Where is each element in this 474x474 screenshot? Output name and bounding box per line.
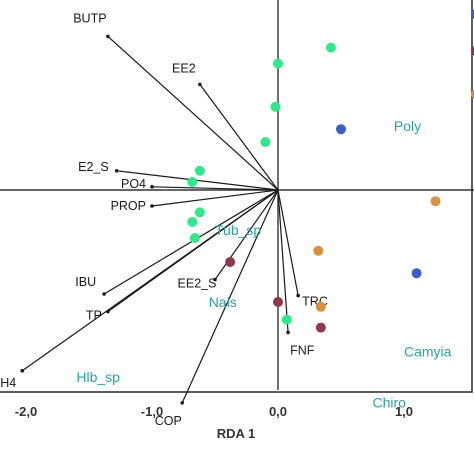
species-label-hlb-sp: Hlb_sp <box>76 369 120 385</box>
sample-point-s1-6 <box>187 177 198 187</box>
env-arrow-tip-ee2_s <box>213 277 217 282</box>
sample-point-s3-2 <box>430 196 441 207</box>
env-arrow-ee2_s <box>214 189 279 280</box>
env-label-cop: COP <box>155 414 182 428</box>
env-arrow-ibu <box>103 189 279 295</box>
sample-point-s4-1 <box>225 257 236 267</box>
sample-point-s1-1 <box>273 58 283 69</box>
sample-point-s2-3 <box>470 9 474 19</box>
env-arrow-tip-butp <box>106 34 110 39</box>
plot-frame <box>0 0 473 393</box>
x-tick-label: -2,0 <box>15 404 37 419</box>
species-label-nais: Nais <box>209 294 237 310</box>
x-axis-title: RDA 1 <box>217 426 256 441</box>
env-arrow-tip-fnf <box>286 330 290 335</box>
env-label-butp: BUTP <box>73 11 106 25</box>
env-arrow-tip-ee2 <box>198 82 202 87</box>
sample-point-s1-2 <box>325 42 336 53</box>
sample-point-s1-9 <box>189 233 200 243</box>
sample-point-s3-4 <box>470 89 474 99</box>
sample-point-s1-8 <box>187 217 198 227</box>
x-tick-label: -1,0 <box>141 404 163 419</box>
species-label-camyia: Camyia <box>404 343 452 359</box>
sample-point-s4-2 <box>273 297 283 307</box>
env-arrow-tip-cop <box>180 401 185 405</box>
env-arrow-trc <box>277 189 299 296</box>
x-tick-label: 0,0 <box>269 404 287 419</box>
environment-arrows <box>20 34 300 405</box>
env-arrow-ee2 <box>199 84 279 191</box>
sample-point-s3-3 <box>315 301 326 312</box>
env-arrow-fnf <box>277 189 289 333</box>
env-label-fnf: FNF <box>290 343 315 357</box>
env-arrow-tip-ibu <box>102 292 106 296</box>
sample-point-s2-2 <box>411 268 422 279</box>
env-label-po4: PO4 <box>121 177 146 191</box>
env-arrow-prop <box>151 189 279 207</box>
env-label-ee2: EE2 <box>172 61 196 75</box>
env-label-ee2_s: EE2_S <box>178 277 217 291</box>
sample-point-s4-4 <box>470 46 474 56</box>
species-labels: Poly Tub_sp Nais Hlb_sp Camyia Chiro <box>76 118 451 411</box>
env-arrow-butp <box>107 35 279 191</box>
env-arrow-tip-nh4 <box>20 369 25 373</box>
env-label-e2_s: E2_S <box>78 160 109 174</box>
env-arrow-nh4 <box>21 189 279 372</box>
env-arrow-po4 <box>151 186 279 191</box>
sample-point-s1-10 <box>281 314 292 325</box>
sample-point-s1-3 <box>270 101 281 112</box>
env-label-tp: TP <box>86 309 102 323</box>
sample-point-s3-1 <box>313 245 324 256</box>
x-tick-label: 1,0 <box>395 404 413 419</box>
env-arrow-tip-e2_s <box>114 169 119 173</box>
sample-point-s2-1 <box>336 124 346 135</box>
env-arrow-tip-trc <box>296 293 300 298</box>
sample-point-s1-7 <box>194 207 205 218</box>
env-label-prop: PROP <box>111 199 146 213</box>
env-label-nh4: NH4 <box>0 376 16 390</box>
x-tick-labels: -2,0 -1,0 0,0 1,0 <box>15 404 413 419</box>
sample-point-s4-3 <box>315 322 326 333</box>
env-label-ibu: IBU <box>75 275 96 289</box>
env-arrow-tip-prop <box>150 204 154 208</box>
sample-point-s1-5 <box>194 165 205 176</box>
env-arrow-e2_s <box>116 170 279 191</box>
env-arrow-tip-po4 <box>150 185 154 189</box>
env-arrow-cop <box>181 189 279 404</box>
species-label-chiro: Chiro <box>373 395 407 411</box>
species-label-tub-sp: Tub_sp <box>215 222 261 238</box>
sample-points <box>187 9 474 333</box>
sample-point-s1-4 <box>260 137 271 147</box>
species-label-poly: Poly <box>394 118 421 134</box>
